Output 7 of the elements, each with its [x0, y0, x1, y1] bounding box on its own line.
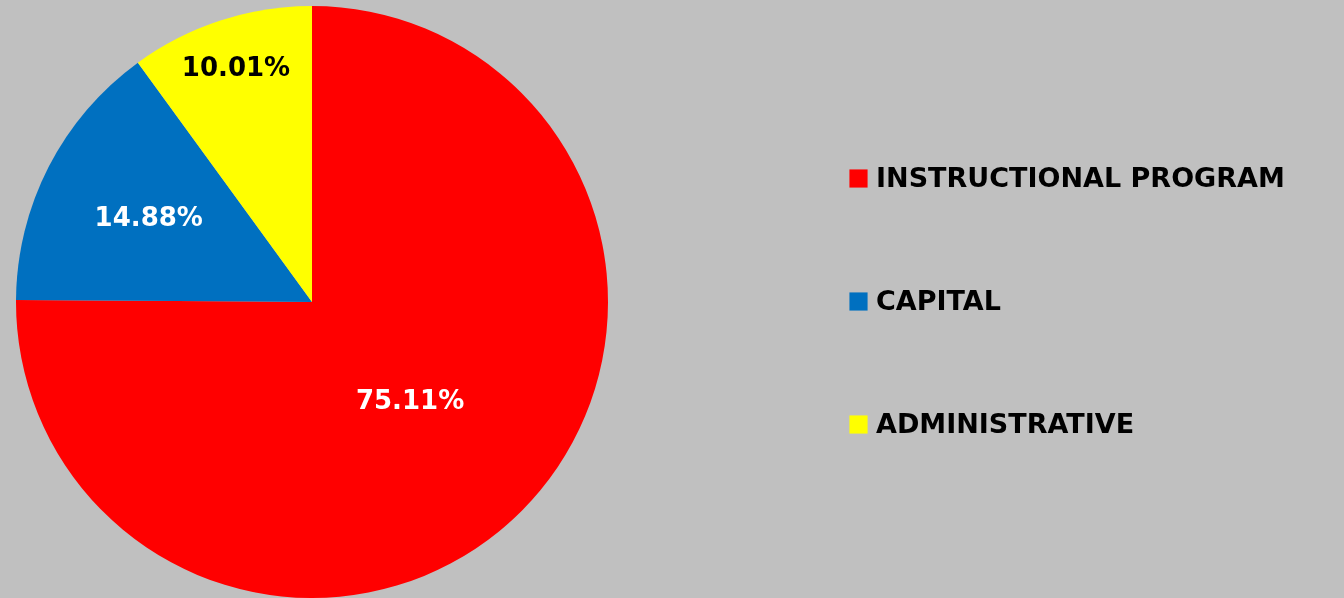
- data-label: 14.88%: [94, 202, 203, 233]
- pie-slice: [16, 6, 608, 598]
- data-label: 75.11%: [355, 384, 465, 415]
- legend-label: ADMINISTRATIVE: [876, 407, 1135, 439]
- data-label: 10.01%: [181, 52, 291, 83]
- legend-label: INSTRUCTIONAL PROGRAM: [876, 161, 1285, 193]
- legend-label: CAPITAL: [876, 284, 1001, 316]
